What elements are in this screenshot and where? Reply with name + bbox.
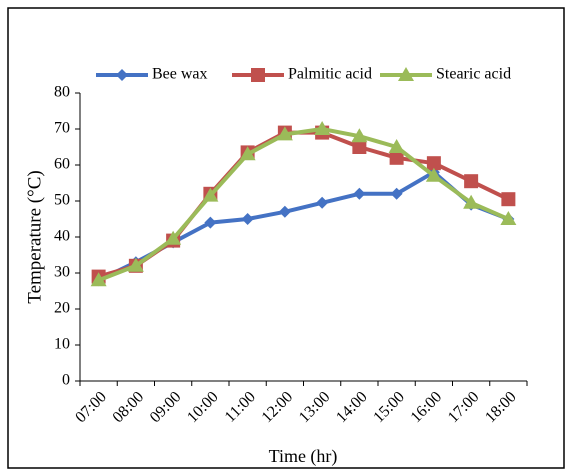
marker-triangle: [202, 187, 219, 202]
series-line: [97, 127, 510, 283]
chart-frame: [7, 7, 565, 469]
y-tick-label: 0: [62, 372, 70, 389]
marker-square: [426, 156, 441, 171]
x-tick-label: 16:00: [408, 388, 446, 426]
marker-diamond: [316, 196, 329, 209]
marker-triangle: [276, 126, 293, 141]
y-tick-label: 40: [54, 228, 70, 245]
legend-label: Stearic acid: [436, 66, 511, 83]
marker-triangle: [425, 167, 442, 182]
legend-label: Palmitic acid: [288, 66, 372, 83]
x-axis-label: Time (hr): [269, 446, 338, 467]
x-tick-label: 07:00: [72, 388, 110, 426]
marker-triangle: [90, 272, 107, 287]
marker-triangle: [127, 257, 144, 272]
series-line: [97, 170, 510, 283]
marker-diamond: [390, 187, 403, 200]
x-tick-label: 14:00: [333, 388, 371, 426]
x-tick-label: 08:00: [110, 388, 148, 426]
y-tick-label: 50: [54, 192, 70, 209]
x-tick-label: 15:00: [370, 388, 408, 426]
legend-label: Bee wax: [152, 66, 208, 83]
x-tick-label: 18:00: [482, 388, 520, 426]
x-tick-label: 09:00: [147, 388, 185, 426]
marker-diamond: [278, 205, 291, 218]
x-tick-label: 13:00: [296, 388, 334, 426]
y-tick-label: 70: [54, 120, 70, 137]
marker-triangle: [239, 146, 256, 161]
marker-triangle: [388, 139, 405, 153]
x-tick-label: 12:00: [259, 388, 297, 426]
marker-triangle: [314, 121, 331, 135]
y-axis-label: Temperature (°C): [24, 170, 45, 303]
marker-triangle: [398, 67, 414, 81]
x-tick-label: 17:00: [445, 388, 483, 426]
marker-square: [251, 68, 265, 82]
y-tick-label: 30: [54, 264, 70, 281]
marker-diamond: [241, 213, 254, 225]
x-tick-label: 11:00: [222, 388, 259, 425]
marker-triangle: [165, 230, 182, 245]
y-tick-label: 20: [54, 300, 70, 317]
x-tick-label: 10:00: [184, 388, 222, 426]
marker-triangle: [463, 194, 480, 209]
marker-square: [389, 150, 404, 165]
marker-triangle: [351, 128, 368, 143]
marker-diamond: [353, 187, 366, 200]
y-tick-label: 10: [54, 336, 70, 353]
marker-square: [464, 174, 479, 189]
y-tick-label: 60: [54, 156, 70, 173]
marker-triangle: [500, 211, 517, 225]
marker-diamond: [116, 69, 128, 81]
y-tick-label: 80: [54, 84, 70, 101]
series-line: [98, 130, 510, 279]
marker-square: [501, 192, 516, 207]
marker-diamond: [204, 216, 217, 229]
marker-square: [352, 140, 367, 154]
